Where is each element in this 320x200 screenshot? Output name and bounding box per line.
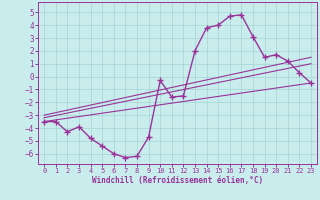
X-axis label: Windchill (Refroidissement éolien,°C): Windchill (Refroidissement éolien,°C) <box>92 176 263 185</box>
